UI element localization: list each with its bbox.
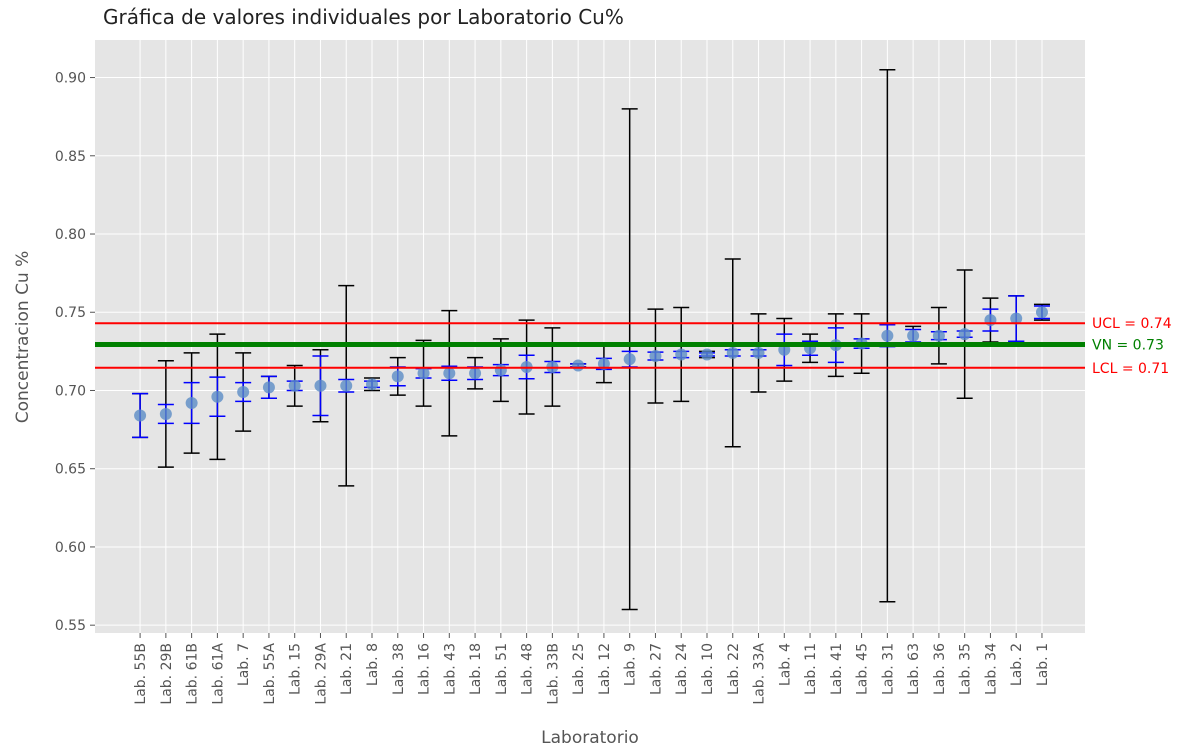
- x-tick-label: Lab. 41: [829, 643, 845, 695]
- point: [237, 386, 250, 399]
- point: [185, 396, 198, 409]
- x-tick-label: Lab. 16: [417, 643, 433, 695]
- point: [159, 407, 172, 420]
- plot-area: [95, 40, 1085, 633]
- x-tick-label: Lab. 45: [855, 643, 871, 695]
- reference-label: VN = 0.73: [1092, 337, 1164, 353]
- x-tick-label: Lab. 48: [520, 643, 536, 695]
- point: [1010, 312, 1023, 325]
- x-tick-label: Lab. 33A: [752, 643, 768, 705]
- x-tick-label: Lab. 4: [777, 643, 793, 686]
- x-tick-label: Lab. 18: [468, 643, 484, 695]
- x-tick-label: Lab. 15: [288, 643, 304, 695]
- x-tick-label: Lab. 2: [1009, 643, 1025, 686]
- point: [417, 367, 430, 380]
- point: [675, 348, 688, 361]
- point: [932, 329, 945, 342]
- point: [494, 364, 507, 377]
- x-axis-label: Laboratorio: [541, 728, 639, 748]
- x-tick-label: Lab. 1: [1035, 643, 1051, 686]
- x-tick-label: Lab. 55B: [133, 643, 149, 705]
- x-tick-label: Lab. 43: [442, 643, 458, 695]
- y-axis-label: Concentracion Cu %: [13, 251, 33, 424]
- x-tick-label: Lab. 22: [726, 643, 742, 695]
- y-tick-label: 0.70: [55, 383, 86, 399]
- x-tick-label: Lab. 10: [700, 643, 716, 695]
- x-tick-label: Lab. 36: [932, 643, 948, 695]
- x-tick-label: Lab. 12: [597, 643, 613, 695]
- point: [469, 367, 482, 380]
- x-tick-label: Lab. 31: [880, 643, 896, 695]
- y-tick-label: 0.60: [55, 540, 86, 556]
- x-tick-label: Lab. 34: [983, 643, 999, 695]
- x-tick-label: Lab. 38: [391, 643, 407, 695]
- point: [726, 346, 739, 359]
- x-tick-label: Lab. 63: [906, 643, 922, 695]
- y-tick-label: 0.65: [55, 462, 86, 478]
- point: [1035, 306, 1048, 319]
- x-tick-label: Lab. 33B: [545, 643, 561, 705]
- point: [907, 329, 920, 342]
- point: [211, 390, 224, 403]
- point: [366, 378, 379, 391]
- y-tick-label: 0.85: [55, 149, 86, 165]
- point: [649, 350, 662, 363]
- point: [623, 353, 636, 366]
- x-tick-label: Lab. 8: [365, 643, 381, 686]
- x-tick-label: Lab. 11: [803, 643, 819, 695]
- point: [288, 379, 301, 392]
- x-tick-label: Lab. 51: [494, 643, 510, 695]
- y-tick-label: 0.80: [55, 227, 86, 243]
- x-tick-label: Lab. 9: [623, 643, 639, 686]
- reference-label: UCL = 0.74: [1092, 316, 1172, 332]
- point: [984, 314, 997, 327]
- x-tick-label: Lab. 61A: [210, 643, 226, 705]
- point: [572, 359, 585, 372]
- point: [881, 329, 894, 342]
- point: [314, 379, 327, 392]
- point: [700, 348, 713, 361]
- point: [262, 381, 275, 394]
- x-tick-label: Lab. 35: [958, 643, 974, 695]
- y-tick-label: 0.90: [55, 71, 86, 87]
- point: [391, 370, 404, 383]
- x-tick-label: Lab. 7: [236, 643, 252, 686]
- x-tick-label: Lab. 21: [339, 643, 355, 695]
- point: [134, 409, 147, 422]
- point: [443, 367, 456, 380]
- x-tick-label: Lab. 24: [674, 643, 690, 695]
- point: [340, 379, 353, 392]
- x-tick-label: Lab. 29B: [159, 643, 175, 705]
- point: [752, 346, 765, 359]
- x-tick-label: Lab. 61B: [185, 643, 201, 705]
- x-tick-label: Lab. 29A: [313, 643, 329, 705]
- point: [958, 328, 971, 341]
- x-tick-label: Lab. 27: [648, 643, 664, 695]
- y-tick-label: 0.75: [55, 305, 86, 321]
- y-tick-label: 0.55: [55, 618, 86, 634]
- x-tick-label: Lab. 25: [571, 643, 587, 695]
- chart-title: Gráfica de valores individuales por Labo…: [103, 5, 624, 29]
- reference-label: LCL = 0.71: [1092, 361, 1169, 377]
- x-tick-label: Lab. 55A: [262, 643, 278, 705]
